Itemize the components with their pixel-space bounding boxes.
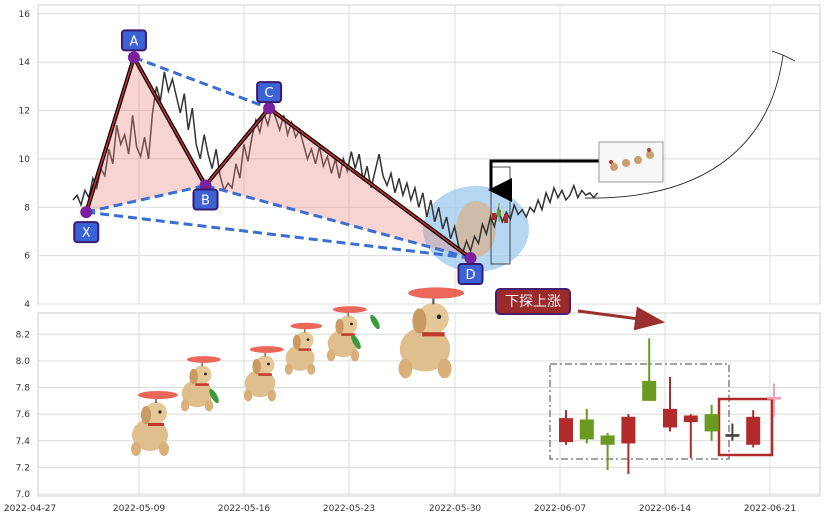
dog-image bbox=[180, 356, 221, 412]
dashed-xb bbox=[85, 184, 206, 214]
xabcd-label-box bbox=[73, 221, 100, 244]
mini-candles bbox=[492, 203, 508, 223]
candle-y-tick: 8.0 bbox=[16, 357, 31, 367]
leg-inner-ab bbox=[133, 56, 207, 186]
candle-body bbox=[621, 416, 636, 444]
xabcd-label-box bbox=[120, 29, 147, 52]
price-y-tick: 10 bbox=[19, 155, 31, 165]
xabcd-label-box bbox=[192, 188, 219, 211]
leg-inner-cd bbox=[268, 107, 471, 259]
candle-body bbox=[579, 419, 594, 440]
price-y-tick: 16 bbox=[19, 10, 31, 20]
xabcd-point-d bbox=[464, 252, 477, 265]
candle-y-tick: 7.4 bbox=[16, 437, 31, 447]
candle-body bbox=[559, 418, 573, 443]
leg-inner-xa bbox=[85, 57, 135, 213]
price-y-tick: 6 bbox=[24, 252, 30, 262]
propeller-accent bbox=[370, 314, 380, 330]
x-tick-label: 2022-06-07 bbox=[534, 504, 586, 514]
xabcd-label: D bbox=[465, 268, 475, 283]
propeller-accent bbox=[209, 388, 219, 404]
thumbnail-image bbox=[598, 141, 664, 183]
x-tick-label: 2022-05-23 bbox=[323, 504, 375, 514]
candle-body bbox=[642, 380, 657, 401]
bcd-triangle bbox=[205, 108, 471, 259]
xabcd-label: C bbox=[265, 86, 274, 101]
price-y-tick: 12 bbox=[19, 107, 30, 117]
x-tick-label: 2022-05-16 bbox=[218, 504, 271, 514]
candle-body bbox=[725, 434, 740, 437]
candle-y-tick: 8.2 bbox=[16, 330, 30, 340]
price-y-tick: 4 bbox=[24, 300, 30, 310]
xabcd-point-c bbox=[263, 102, 276, 115]
annotation-arrow bbox=[577, 306, 665, 331]
price-y-tick: 8 bbox=[24, 203, 30, 213]
dog-image bbox=[326, 306, 367, 362]
xabcd-label-box bbox=[457, 263, 484, 286]
candle-body bbox=[767, 396, 781, 400]
x-tick-label: 2022-05-30 bbox=[429, 504, 482, 514]
dog-image bbox=[131, 391, 178, 456]
candle-highlight-box bbox=[717, 397, 774, 457]
dog-image bbox=[398, 287, 465, 379]
xabcd-point-a bbox=[127, 51, 140, 64]
xabcd-label: B bbox=[201, 194, 210, 209]
highlight-core bbox=[456, 201, 496, 257]
price-y-axis: 4 6 8 10 12 14 16 bbox=[19, 10, 31, 310]
candle-y-tick: 7.8 bbox=[16, 384, 31, 394]
x-tick-label: 2022-06-14 bbox=[639, 504, 692, 514]
x-tick-label: 2022-04-27 bbox=[4, 504, 56, 514]
propeller-accent bbox=[351, 334, 361, 350]
dashed-bd bbox=[205, 184, 471, 260]
pointer-arrow bbox=[488, 159, 607, 202]
projection-curve-tip bbox=[771, 50, 796, 62]
candle-body bbox=[683, 415, 698, 423]
xabcd-label: X bbox=[82, 226, 91, 241]
candle-y-tick: 7.2 bbox=[16, 463, 30, 473]
price-y-tick: 14 bbox=[19, 58, 31, 68]
annotation: 下探上涨 bbox=[495, 288, 665, 331]
xabcd-pattern: X A B C D bbox=[73, 29, 484, 286]
dashed-xd bbox=[86, 210, 471, 260]
xab-triangle bbox=[86, 57, 206, 213]
candle-y-tick: 7.6 bbox=[16, 410, 31, 420]
annotation-label: 下探上涨 bbox=[505, 294, 561, 310]
candlestick-series bbox=[559, 338, 781, 475]
x-tick-label: 2022-06-21 bbox=[744, 504, 796, 514]
dog-image bbox=[243, 346, 284, 402]
projection-curve bbox=[584, 54, 784, 199]
xabcd-label: A bbox=[129, 34, 138, 49]
candle-y-tick: 7.0 bbox=[16, 490, 31, 500]
candle-body bbox=[663, 408, 677, 428]
leg-inner-bc bbox=[204, 107, 270, 186]
decorative-dog-images bbox=[131, 287, 465, 456]
candle-group-box bbox=[549, 363, 730, 460]
highlight-box bbox=[490, 166, 511, 265]
candle-body bbox=[746, 416, 761, 445]
xabcd-point-x bbox=[80, 206, 93, 219]
dashed-ac bbox=[133, 55, 270, 110]
candle-body bbox=[704, 414, 719, 432]
x-axis: 2022-04-27 2022-05-09 2022-05-16 2022-05-23… bbox=[4, 504, 796, 514]
dog-image bbox=[284, 322, 323, 375]
xabcd-label-box bbox=[256, 81, 283, 104]
candle-body bbox=[600, 435, 615, 445]
candle-y-axis: 7.0 7.2 7.4 7.6 7.8 8.0 8.2 bbox=[16, 330, 31, 500]
x-tick-label: 2022-05-09 bbox=[113, 504, 166, 514]
